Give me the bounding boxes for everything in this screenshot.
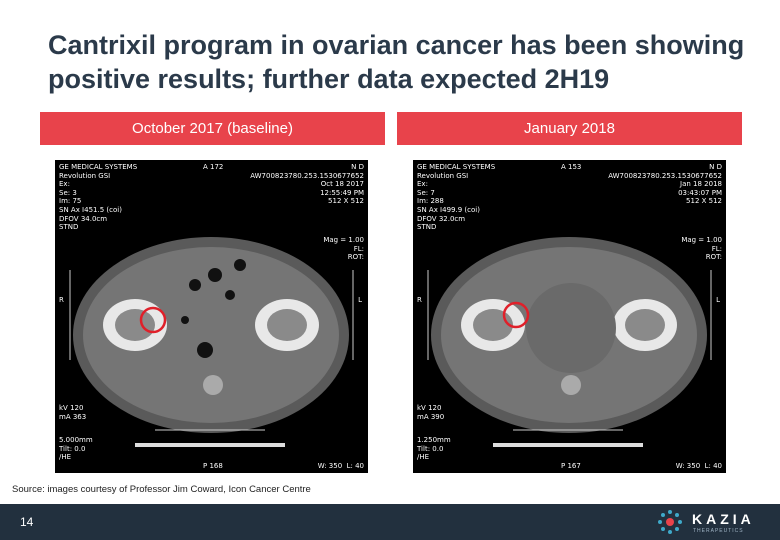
overlay-top-center: A 172 (203, 163, 224, 171)
overlay-acquisition: kV 120 mA 363 (59, 404, 86, 421)
overlay-line: /HE (59, 453, 72, 462)
overlay-slice: 5.000mm Tilt: 0.0/HE (59, 436, 93, 462)
overlay-top-left: GE MEDICAL SYSTEMS Revolution GSI Ex: Se: 3… (59, 163, 137, 232)
overlay-line: Mag = 1.00 (681, 236, 722, 244)
overlay-left-marker: R (59, 296, 64, 304)
overlay-line: SN Ax I451.5 (coi) (59, 205, 122, 214)
overlay-line: 03:43:07 PM (678, 188, 722, 197)
overlay-line: Se: 7 (417, 188, 435, 197)
ct-scan (427, 237, 712, 447)
overlay-view-settings: Mag = 1.00 FL: ROT: (681, 236, 722, 262)
overlay-right-marker: L (358, 296, 362, 304)
overlay-line: mA 390 (417, 412, 445, 421)
panel-header: October 2017 (baseline) (40, 112, 385, 145)
overlay-line: 512 X 512 (686, 197, 722, 206)
overlay-line: mA 363 (59, 412, 87, 421)
overlay-line: /HE (417, 453, 430, 462)
overlay-line: N D (709, 163, 722, 171)
overlay-line: FL: (353, 244, 364, 253)
overlay-line: N D (351, 163, 364, 171)
overlay-line: Oct 18 2017 (320, 180, 364, 189)
overlay-line: Im: 288 (417, 197, 444, 206)
overlay-top-right: N D AW700823780.253.1530677652 Jan 18 2018… (608, 163, 722, 206)
overlay-line: 12:55:49 PM (320, 188, 364, 197)
overlay-top-center: A 153 (561, 163, 582, 171)
scan-image: GE MEDICAL SYSTEMS Revolution GSI Ex: Se: 3… (55, 160, 368, 473)
overlay-line: 5.000mm (59, 436, 93, 444)
logo-text: KAZIA (692, 511, 755, 527)
overlay-view-settings: Mag = 1.00 FL: ROT: (323, 236, 364, 262)
overlay-line: Tilt: 0.0 (417, 444, 444, 453)
scan-image: GE MEDICAL SYSTEMS Revolution GSI Ex: Se: 7… (413, 160, 726, 473)
overlay-line: kV 120 (59, 404, 84, 412)
footer: 14 KAZIA THERAPEUTICS (0, 504, 780, 540)
overlay-line: ROT: (347, 253, 364, 262)
overlay-line: DFOV 32.0cm (417, 214, 466, 223)
overlay-line: Ex: (59, 180, 70, 189)
overlay-line: GE MEDICAL SYSTEMS (59, 163, 138, 171)
logo-icon (658, 510, 682, 534)
overlay-line: 1.250mm (417, 436, 451, 444)
overlay-top-right: N D AW700823780.253.1530677652 Oct 18 2017… (250, 163, 364, 206)
overlay-line: kV 120 (417, 404, 442, 412)
source-note: Source: images courtesy of Professor Jim… (12, 484, 311, 495)
logo-tagline: THERAPEUTICS (693, 528, 744, 534)
overlay-right-marker: L (716, 296, 720, 304)
overlay-top-left: GE MEDICAL SYSTEMS Revolution GSI Ex: Se: 7… (417, 163, 495, 232)
overlay-acquisition: kV 120 mA 390 (417, 404, 444, 421)
overlay-line: Mag = 1.00 (323, 236, 364, 244)
overlay-slice: 1.250mm Tilt: 0.0/HE (417, 436, 451, 462)
overlay-line: Tilt: 0.0 (59, 444, 86, 453)
overlay-line: STND (59, 223, 79, 232)
overlay-line: AW700823780.253.1530677652 (608, 171, 722, 180)
overlay-bottom-center: P 167 (561, 462, 581, 470)
overlay-line: 512 X 512 (328, 197, 364, 206)
overlay-line: Revolution GSI (417, 171, 469, 180)
overlay-line: GE MEDICAL SYSTEMS (417, 163, 496, 171)
overlay-line: FL: (711, 244, 722, 253)
overlay-line: DFOV 34.0cm (59, 214, 108, 223)
overlay-line: STND (417, 223, 437, 232)
ct-scan (69, 237, 354, 447)
overlay-left-marker: R (417, 296, 422, 304)
overlay-bottom-right: W: 350 L: 40 (317, 462, 364, 470)
slide-title: Cantrixil program in ovarian cancer has … (48, 30, 745, 94)
overlay-line: Im: 75 (59, 197, 82, 206)
overlay-line: Jan 18 2018 (680, 180, 722, 189)
overlay-line: Se: 3 (59, 188, 77, 197)
overlay-bottom-right: W: 350 L: 40 (675, 462, 722, 470)
overlay-line: Revolution GSI (59, 171, 111, 180)
overlay-bottom-center: P 168 (203, 462, 223, 470)
page-number: 14 (20, 515, 34, 529)
overlay-line: Ex: (417, 180, 428, 189)
overlay-line: AW700823780.253.1530677652 (250, 171, 364, 180)
panel-header: January 2018 (397, 112, 742, 145)
overlay-line: ROT: (705, 253, 722, 262)
overlay-line: SN Ax I499.9 (coi) (417, 205, 480, 214)
